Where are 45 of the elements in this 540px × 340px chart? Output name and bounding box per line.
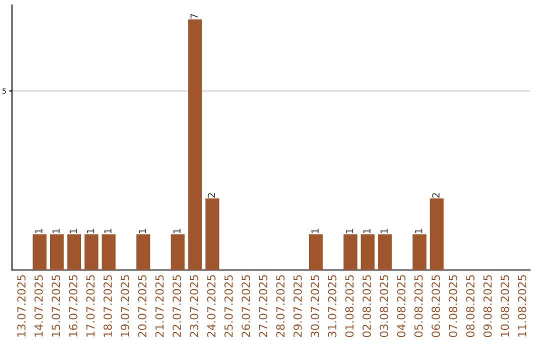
x-tick-label: 07.08.2025: [448, 275, 458, 338]
x-tick-label: 01.08.2025: [345, 275, 354, 338]
x-tick-label: 05.08.2025: [414, 275, 423, 338]
x-tick-label: 18.07.2025: [104, 275, 112, 337]
data-label: 1: [35, 228, 42, 234]
x-tick-label: 04.08.2025: [397, 275, 406, 338]
data-label: 1: [87, 228, 94, 234]
x-tick-label: 25.07.2025: [224, 275, 233, 337]
x-tick-label: 17.07.2025: [86, 275, 95, 337]
x-tick-label: 02.08.2025: [362, 275, 371, 338]
data-label: 7: [190, 14, 198, 19]
x-tick-label: 24.07.2025: [207, 275, 216, 337]
x-tick-label: 11.08.2025: [518, 275, 526, 337]
data-label: 1: [104, 228, 112, 234]
data-label: 1: [363, 228, 370, 234]
data-label: 2: [432, 193, 440, 198]
x-tick-label: 15.07.2025: [52, 275, 60, 337]
x-tick-label: 26.07.2025: [242, 275, 250, 337]
data-label: 1: [70, 228, 77, 234]
x-tick-label: 29.07.2025: [293, 275, 302, 337]
data-label: 1: [311, 228, 319, 234]
data-label: 1: [52, 228, 60, 234]
data-label: 1: [346, 228, 354, 234]
x-tick-label: 14.07.2025: [34, 275, 43, 337]
data-label: 1: [138, 228, 146, 234]
data-label: 2: [208, 193, 215, 198]
x-tick-label: 23.07.2025: [190, 275, 198, 337]
data-label: 1: [415, 228, 422, 234]
x-tick-label: 10.08.2025: [500, 275, 510, 337]
x-tick-label: 16.07.2025: [68, 275, 78, 337]
data-label: 1: [173, 228, 180, 234]
x-tick-label: 20.07.2025: [138, 275, 146, 337]
x-tick-label: 13.07.2025: [17, 275, 26, 337]
x-tick-label: 19.07.2025: [120, 275, 130, 337]
data-label: 1: [380, 228, 388, 234]
x-tick-label: 06.08.2025: [432, 275, 440, 338]
x-tick-label: 22.07.2025: [172, 275, 181, 337]
x-tick-label: 21.07.2025: [155, 275, 164, 337]
x-tick-label: 31.07.2025: [328, 275, 336, 337]
x-tick-label: 03.08.2025: [380, 275, 388, 338]
x-tick-label: 28.07.2025: [276, 275, 285, 337]
x-tick-label: 08.08.2025: [466, 275, 475, 338]
x-tick-label: 09.08.2025: [483, 275, 492, 338]
x-tick-label: 30.07.2025: [310, 275, 320, 337]
x-tick-label: 27.07.2025: [258, 275, 268, 337]
